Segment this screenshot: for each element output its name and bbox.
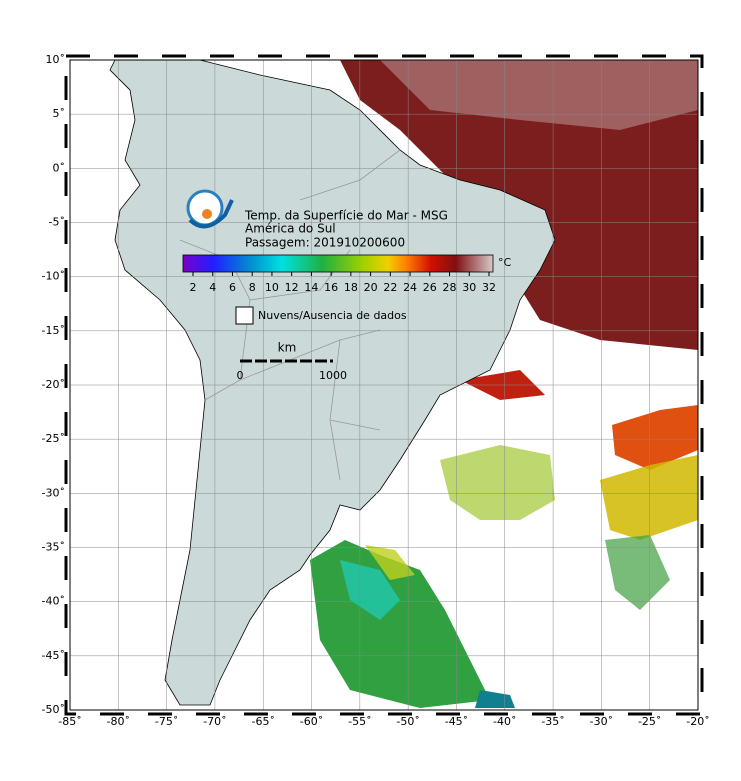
colorbar-tick-label: 30 — [462, 281, 476, 294]
colorbar-tick-label: 16 — [324, 281, 338, 294]
lat-tick-label: -45˚ — [42, 649, 65, 662]
colorbar-tick-label: 18 — [344, 281, 358, 294]
lon-tick-label: -35˚ — [541, 715, 564, 728]
colorbar-tick-label: 4 — [209, 281, 216, 294]
colorbar-tick-label: 32 — [482, 281, 496, 294]
lat-tick-label: 0˚ — [53, 161, 66, 174]
legend-label: Nuvens/Ausencia de dados — [258, 309, 407, 322]
lat-tick-label: -20˚ — [42, 378, 65, 391]
lon-tick-label: -70˚ — [203, 715, 226, 728]
axis-labels: -85˚ -80˚ -75˚ -70˚ -65˚ -60˚ -55˚ -50˚ -45˚ -40˚… — [42, 53, 710, 728]
lon-tick-label: -25˚ — [638, 715, 661, 728]
lon-tick-label: -50˚ — [396, 715, 419, 728]
colorbar-tick-label: 22 — [383, 281, 397, 294]
lon-tick-label: -60˚ — [300, 715, 323, 728]
colorbar-unit: °C — [498, 256, 512, 269]
title-line: Temp. da Superfície do Mar - MSG — [244, 209, 448, 223]
legend-swatch — [235, 306, 254, 325]
grid — [70, 60, 698, 710]
colorbar-tick-label: 28 — [443, 281, 457, 294]
colorbar-tick-label: 14 — [304, 281, 318, 294]
colorbar-tick-label: 12 — [285, 281, 299, 294]
frame — [69, 59, 699, 711]
map-area — [70, 60, 698, 710]
lon-tick-label: -80˚ — [107, 715, 130, 728]
logo — [186, 189, 234, 229]
colorbar-tick-label: 6 — [229, 281, 236, 294]
colorbar-tick-label: 26 — [423, 281, 437, 294]
colorbar-tick-label: 8 — [249, 281, 256, 294]
frame-checker — [64, 54, 704, 716]
sst-yellow-south — [365, 545, 415, 580]
lon-tick-label: -30˚ — [590, 715, 613, 728]
scale-unit: km — [278, 341, 297, 355]
sst-lightgreen — [440, 445, 555, 520]
lat-tick-label: -15˚ — [42, 324, 65, 337]
title-line: Passagem: 201910200600 — [245, 236, 405, 250]
lon-tick-label: -75˚ — [155, 715, 178, 728]
lat-tick-label: -50˚ — [42, 703, 65, 716]
lon-tick-label: -85˚ — [58, 715, 81, 728]
scale-label: 1000 — [319, 369, 347, 382]
sst-yellow — [600, 455, 698, 540]
lon-tick-label: -55˚ — [348, 715, 371, 728]
continent — [109, 60, 556, 706]
sst-cyan — [340, 560, 400, 620]
lon-tick-label: -20˚ — [686, 715, 709, 728]
lon-tick-label: -40˚ — [493, 715, 516, 728]
sst-warm-light — [380, 60, 698, 130]
colorbar — [182, 254, 494, 273]
lat-tick-label: -10˚ — [42, 270, 65, 283]
lat-tick-label: -35˚ — [42, 541, 65, 554]
colorbar-tick-label: 24 — [403, 281, 417, 294]
lon-tick-label: -65˚ — [251, 715, 274, 728]
colorbar-tick-label: 10 — [265, 281, 279, 294]
scale-label: 0 — [237, 369, 244, 382]
lat-tick-label: -25˚ — [42, 432, 65, 445]
colorbar-tick-label: 2 — [190, 281, 197, 294]
lat-tick-label: -5˚ — [49, 216, 65, 229]
colorbar-ticks: 2 4 6 8 10 12 14 16 18 20 22 24 26 28 30 32 — [190, 272, 496, 294]
lon-tick-label: -45˚ — [445, 715, 468, 728]
lat-tick-label: 5˚ — [53, 107, 66, 120]
colorbar-tick-label: 20 — [364, 281, 378, 294]
title-line: América do Sul — [245, 222, 336, 236]
lat-tick-label: 10˚ — [46, 53, 66, 66]
sst-green-east — [605, 535, 670, 610]
lat-tick-label: -30˚ — [42, 486, 65, 499]
lat-tick-label: -40˚ — [42, 595, 65, 608]
sst-orange — [612, 405, 698, 470]
